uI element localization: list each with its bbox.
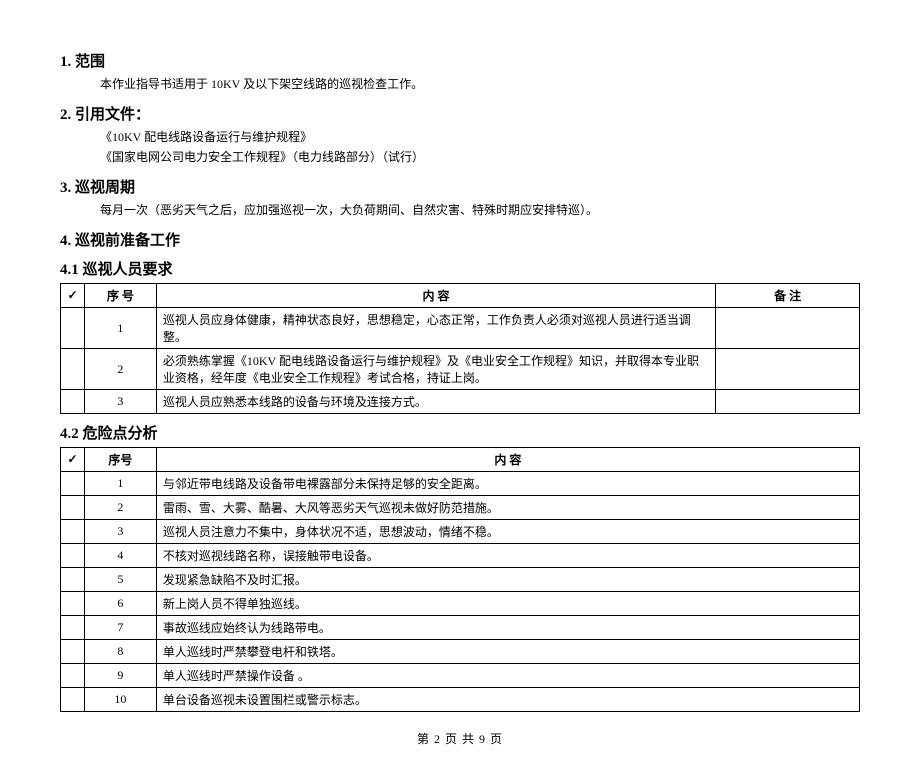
section-1-heading: 1. 范围 bbox=[60, 50, 860, 71]
cell-check bbox=[61, 496, 85, 520]
cell-seq: 5 bbox=[84, 568, 156, 592]
cell-seq: 1 bbox=[84, 308, 156, 349]
cell-seq: 4 bbox=[84, 544, 156, 568]
table-row: 1 与邻近带电线路及设备带电裸露部分未保持足够的安全距离。 bbox=[61, 472, 860, 496]
table-row: 9 单人巡线时严禁操作设备 。 bbox=[61, 664, 860, 688]
table-row: 4 不核对巡视线路名称，误接触带电设备。 bbox=[61, 544, 860, 568]
col-header-check: ✓ bbox=[61, 284, 85, 308]
cell-content: 单人巡线时严禁攀登电杆和铁塔。 bbox=[156, 640, 859, 664]
table-row: 8 单人巡线时严禁攀登电杆和铁塔。 bbox=[61, 640, 860, 664]
cell-seq: 3 bbox=[84, 520, 156, 544]
cell-content: 巡视人员注意力不集中，身体状况不适，思想波动，情绪不稳。 bbox=[156, 520, 859, 544]
cell-check bbox=[61, 616, 85, 640]
section-1-body: 本作业指导书适用于 10KV 及以下架空线路的巡视检查工作。 bbox=[100, 75, 860, 93]
table-row: 10 单台设备巡视未设置围栏或警示标志。 bbox=[61, 688, 860, 712]
cell-check bbox=[61, 640, 85, 664]
cell-content: 雷雨、雪、大雾、酷暑、大风等恶劣天气巡视未做好防范措施。 bbox=[156, 496, 859, 520]
cell-check bbox=[61, 544, 85, 568]
section-2-heading: 2. 引用文件： bbox=[60, 103, 860, 124]
table-row: 3 巡视人员注意力不集中，身体状况不适，思想波动，情绪不稳。 bbox=[61, 520, 860, 544]
cell-seq: 9 bbox=[84, 664, 156, 688]
table-row: 7 事故巡线应始终认为线路带电。 bbox=[61, 616, 860, 640]
cell-check bbox=[61, 568, 85, 592]
cell-seq: 2 bbox=[84, 496, 156, 520]
section-2-line2: 《国家电网公司电力安全工作规程》（电力线路部分）（试行） bbox=[100, 148, 860, 166]
cell-seq: 7 bbox=[84, 616, 156, 640]
cell-check bbox=[61, 664, 85, 688]
cell-remark bbox=[716, 308, 860, 349]
cell-check bbox=[61, 390, 85, 414]
cell-content: 发现紧急缺陷不及时汇报。 bbox=[156, 568, 859, 592]
table-row: ✓ 序号 内 容 bbox=[61, 448, 860, 472]
cell-seq: 6 bbox=[84, 592, 156, 616]
cell-seq: 1 bbox=[84, 472, 156, 496]
cell-check bbox=[61, 308, 85, 349]
col-header-seq: 序号 bbox=[84, 448, 156, 472]
cell-remark bbox=[716, 390, 860, 414]
cell-content: 巡视人员应身体健康，精神状态良好，思想稳定，心态正常，工作负责人必须对巡视人员进… bbox=[156, 308, 715, 349]
cell-content: 新上岗人员不得单独巡线。 bbox=[156, 592, 859, 616]
cell-content: 不核对巡视线路名称，误接触带电设备。 bbox=[156, 544, 859, 568]
col-header-seq: 序 号 bbox=[84, 284, 156, 308]
table-row: 6 新上岗人员不得单独巡线。 bbox=[61, 592, 860, 616]
cell-check bbox=[61, 349, 85, 390]
col-header-content: 内 容 bbox=[156, 284, 715, 308]
section-4-heading: 4. 巡视前准备工作 bbox=[60, 229, 860, 250]
table-row: 1 巡视人员应身体健康，精神状态良好，思想稳定，心态正常，工作负责人必须对巡视人… bbox=[61, 308, 860, 349]
cell-check bbox=[61, 472, 85, 496]
table-row: ✓ 序 号 内 容 备 注 bbox=[61, 284, 860, 308]
section-4-2-heading: 4.2 危险点分析 bbox=[60, 422, 860, 443]
section-3-body: 每月一次（恶劣天气之后，应加强巡视一次，大负荷期间、自然灾害、特殊时期应安排特巡… bbox=[100, 201, 860, 219]
cell-content: 单台设备巡视未设置围栏或警示标志。 bbox=[156, 688, 859, 712]
cell-seq: 10 bbox=[84, 688, 156, 712]
section-3-heading: 3. 巡视周期 bbox=[60, 176, 860, 197]
cell-content: 单人巡线时严禁操作设备 。 bbox=[156, 664, 859, 688]
cell-check bbox=[61, 520, 85, 544]
table-row: 2 必须熟练掌握《10KV 配电线路设备运行与维护规程》及《电业安全工作规程》知… bbox=[61, 349, 860, 390]
cell-seq: 8 bbox=[84, 640, 156, 664]
col-header-content: 内 容 bbox=[156, 448, 859, 472]
cell-check bbox=[61, 592, 85, 616]
cell-content: 事故巡线应始终认为线路带电。 bbox=[156, 616, 859, 640]
table-row: 5 发现紧急缺陷不及时汇报。 bbox=[61, 568, 860, 592]
cell-remark bbox=[716, 349, 860, 390]
col-header-check: ✓ bbox=[61, 448, 85, 472]
cell-content: 与邻近带电线路及设备带电裸露部分未保持足够的安全距离。 bbox=[156, 472, 859, 496]
page-footer: 第 2 页 共 9 页 bbox=[60, 730, 860, 747]
table-row: 3 巡视人员应熟悉本线路的设备与环境及连接方式。 bbox=[61, 390, 860, 414]
cell-content: 必须熟练掌握《10KV 配电线路设备运行与维护规程》及《电业安全工作规程》知识，… bbox=[156, 349, 715, 390]
table-4-2: ✓ 序号 内 容 1 与邻近带电线路及设备带电裸露部分未保持足够的安全距离。 2… bbox=[60, 447, 860, 712]
cell-check bbox=[61, 688, 85, 712]
section-2-line1: 《10KV 配电线路设备运行与维护规程》 bbox=[100, 128, 860, 146]
cell-seq: 3 bbox=[84, 390, 156, 414]
table-4-1: ✓ 序 号 内 容 备 注 1 巡视人员应身体健康，精神状态良好，思想稳定，心态… bbox=[60, 283, 860, 414]
cell-seq: 2 bbox=[84, 349, 156, 390]
section-4-1-heading: 4.1 巡视人员要求 bbox=[60, 258, 860, 279]
cell-content: 巡视人员应熟悉本线路的设备与环境及连接方式。 bbox=[156, 390, 715, 414]
table-row: 2 雷雨、雪、大雾、酷暑、大风等恶劣天气巡视未做好防范措施。 bbox=[61, 496, 860, 520]
col-header-remark: 备 注 bbox=[716, 284, 860, 308]
